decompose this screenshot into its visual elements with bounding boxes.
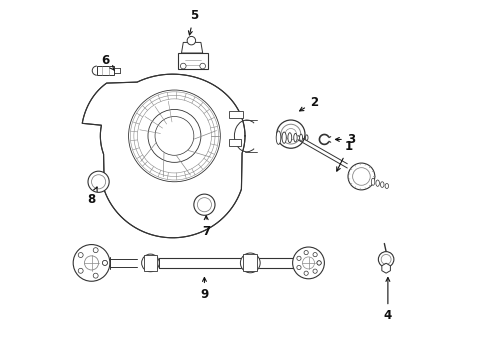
Polygon shape — [144, 255, 157, 271]
Circle shape — [93, 248, 98, 253]
Circle shape — [297, 256, 301, 260]
Circle shape — [73, 244, 110, 281]
Circle shape — [313, 252, 317, 257]
Circle shape — [84, 256, 98, 270]
Text: 5: 5 — [189, 9, 198, 35]
Ellipse shape — [380, 182, 384, 188]
Text: 2: 2 — [299, 96, 318, 111]
Ellipse shape — [305, 135, 308, 140]
Circle shape — [304, 251, 308, 255]
Circle shape — [277, 120, 305, 148]
Ellipse shape — [385, 184, 389, 189]
Ellipse shape — [371, 178, 375, 185]
Polygon shape — [97, 66, 115, 75]
Circle shape — [180, 63, 186, 69]
Polygon shape — [178, 53, 208, 69]
Circle shape — [194, 194, 215, 215]
Circle shape — [304, 271, 308, 275]
Ellipse shape — [376, 180, 379, 186]
Ellipse shape — [299, 134, 303, 141]
Circle shape — [93, 273, 98, 278]
Polygon shape — [243, 255, 257, 271]
Text: 6: 6 — [101, 54, 114, 71]
Polygon shape — [229, 111, 243, 118]
Circle shape — [313, 269, 317, 273]
Circle shape — [102, 260, 107, 265]
Text: 3: 3 — [336, 133, 355, 146]
Polygon shape — [82, 74, 245, 238]
Circle shape — [187, 36, 196, 45]
Circle shape — [297, 265, 301, 270]
Ellipse shape — [288, 133, 292, 143]
Text: 4: 4 — [384, 278, 392, 322]
Circle shape — [302, 257, 315, 269]
Circle shape — [78, 253, 83, 257]
Text: 1: 1 — [337, 140, 353, 171]
Circle shape — [102, 260, 107, 265]
Circle shape — [348, 163, 375, 190]
Polygon shape — [229, 139, 242, 147]
Polygon shape — [181, 42, 203, 53]
Polygon shape — [382, 263, 391, 273]
Circle shape — [317, 261, 321, 265]
Circle shape — [378, 252, 394, 267]
Circle shape — [317, 261, 321, 265]
Text: 7: 7 — [202, 216, 210, 238]
Circle shape — [200, 63, 205, 69]
Circle shape — [293, 247, 324, 279]
Circle shape — [88, 171, 109, 192]
Ellipse shape — [276, 131, 281, 144]
Ellipse shape — [294, 134, 297, 142]
Circle shape — [241, 253, 260, 273]
Text: 8: 8 — [87, 187, 97, 206]
Circle shape — [78, 268, 83, 273]
Ellipse shape — [282, 132, 286, 143]
Circle shape — [142, 254, 159, 272]
Text: 9: 9 — [200, 278, 209, 301]
